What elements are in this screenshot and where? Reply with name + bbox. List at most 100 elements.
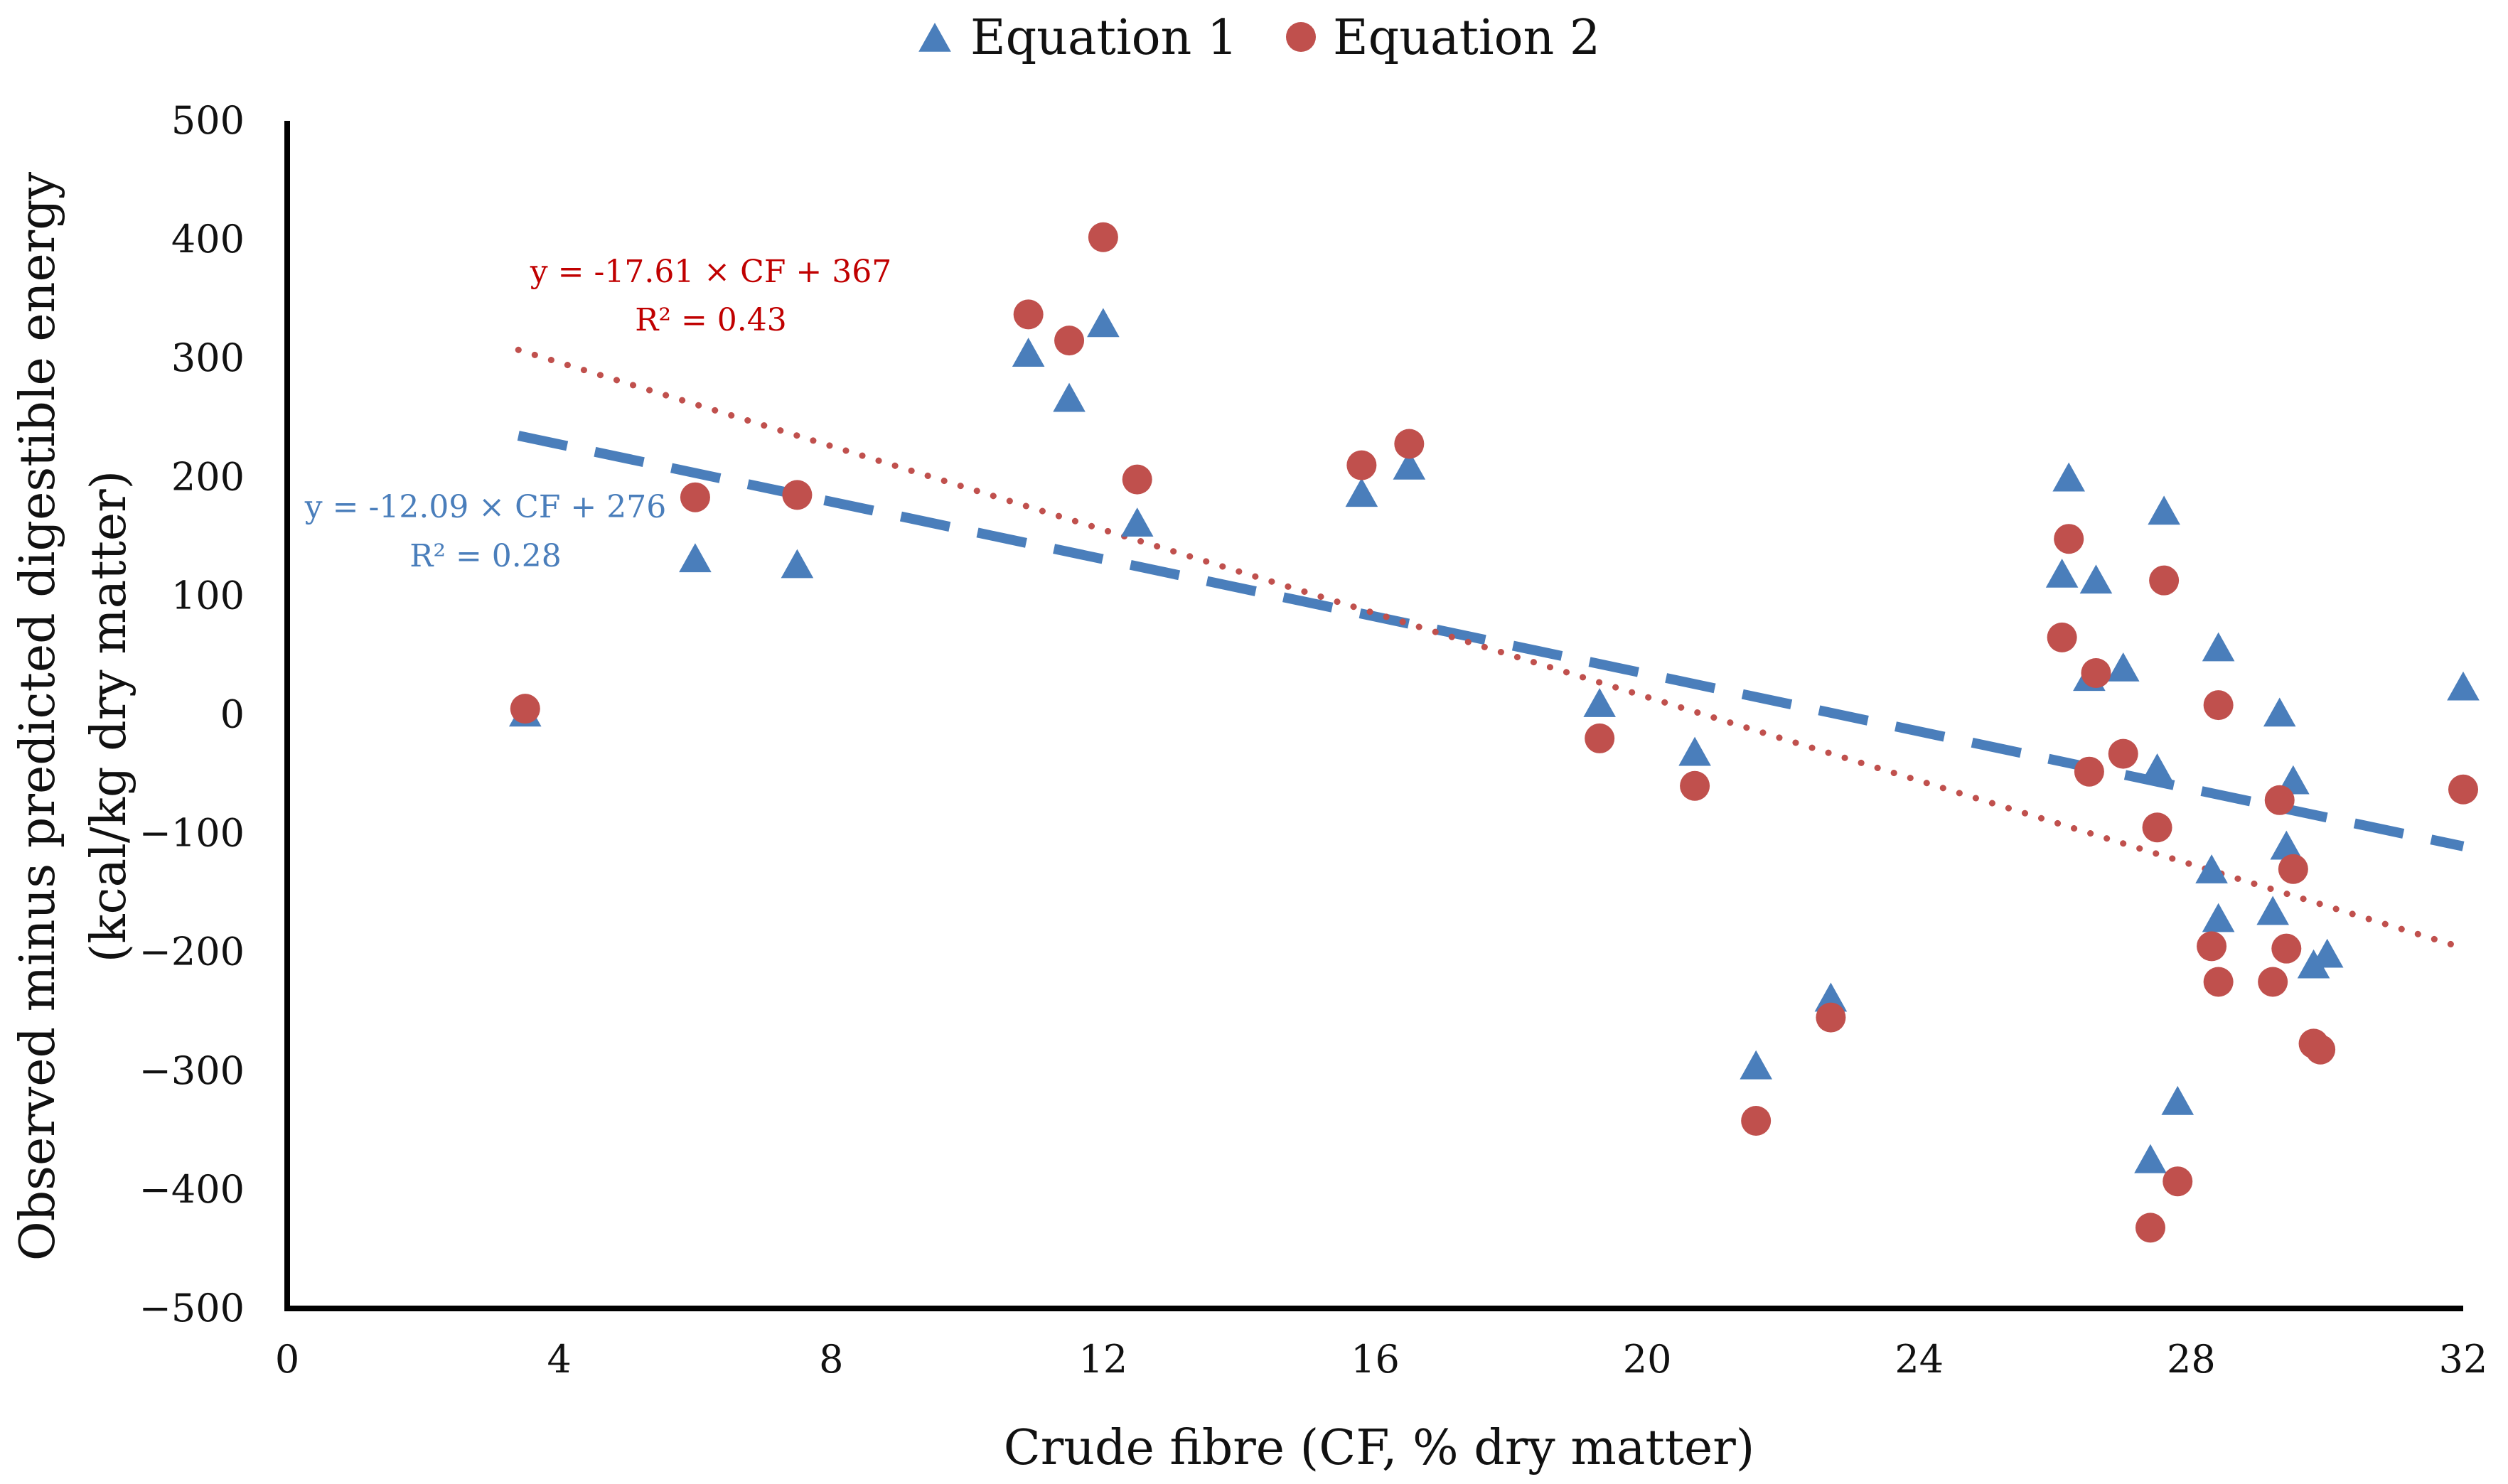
data-point-equation-1: [781, 549, 814, 579]
data-point-equation-2: [2135, 1213, 2165, 1243]
x-tick-label: 32: [2439, 1337, 2488, 1382]
data-point-equation-1: [1583, 688, 1616, 717]
data-point-equation-1: [1120, 507, 1154, 537]
data-point-equation-1: [2079, 564, 2113, 594]
trendline-equation-1-text: y = -12.09 × CF + 276: [304, 489, 666, 525]
data-point-equation-1: [1814, 982, 1848, 1012]
data-point-equation-1: [2140, 753, 2174, 783]
data-point-equation-2: [2047, 622, 2077, 652]
data-point-equation-1: [2045, 558, 2079, 588]
y-tick-label: 400: [171, 217, 245, 262]
trendline-equation-1: [517, 431, 2465, 851]
y-axis-title-line-1: Observed minus predicted digestible ener…: [10, 171, 66, 1261]
data-point-equation-1: [2256, 896, 2289, 925]
data-point-equation-2: [1585, 723, 1615, 753]
data-point-equation-1: [2447, 671, 2480, 701]
data-point-equation-2: [2197, 931, 2227, 962]
data-point-equation-1: [2270, 830, 2303, 860]
data-point-equation-2: [1346, 450, 1377, 480]
data-point-equation-2: [2081, 658, 2111, 689]
x-axis-title: Crude fibre (CF, % dry matter): [1004, 1420, 1755, 1476]
y-tick-label: 300: [171, 335, 245, 380]
data-point-equation-2: [1741, 1105, 1772, 1136]
x-tick-label: 4: [547, 1337, 571, 1382]
data-point-equation-2: [1013, 299, 1044, 330]
y-tick-label: 500: [171, 98, 245, 143]
data-point-equation-2: [2278, 854, 2308, 884]
data-point-equation-1: [2202, 632, 2235, 662]
x-tick-label: 8: [819, 1337, 843, 1382]
data-point-equation-1: [2263, 697, 2296, 727]
trendlines: [515, 346, 2467, 952]
data-point-equation-2: [1394, 429, 1425, 459]
trendline-equation-2: [515, 346, 2467, 952]
legend-label-equation-2: Equation 2: [1333, 10, 1600, 66]
data-point-equation-2: [2203, 967, 2234, 997]
data-point-equation-2: [2305, 1034, 2336, 1065]
trendline-annotation-equation-1: y = -12.09 × CF + 276 R² = 0.28: [304, 489, 666, 574]
y-tick-label: 200: [171, 454, 245, 499]
data-point-equation-2: [510, 694, 540, 724]
data-point-equation-1: [2310, 938, 2344, 968]
data-point-equation-2: [1122, 464, 1152, 495]
data-point-equation-2: [1680, 770, 1710, 801]
legend: Equation 1 Equation 2: [918, 10, 1600, 66]
x-tick-label: 12: [1079, 1337, 1128, 1382]
trendline-equation-2-r2: R² = 0.43: [635, 302, 787, 338]
y-tick-label: −100: [139, 811, 245, 856]
data-point-equation-2: [2163, 1166, 2193, 1197]
data-point-equation-2: [2264, 785, 2295, 815]
data-point-equation-2: [2448, 774, 2478, 805]
y-tick-label: −200: [139, 930, 245, 974]
data-point-equation-1: [2161, 1085, 2194, 1115]
x-tick-label: 24: [1895, 1337, 1944, 1382]
y-tick-label: 100: [171, 573, 245, 618]
data-point-equation-2: [680, 482, 710, 512]
data-point-equation-2: [2271, 933, 2302, 964]
data-point-equation-1: [1393, 450, 1426, 480]
data-point-equation-2: [2203, 690, 2234, 721]
legend-marker-equation-1: [918, 23, 951, 52]
data-point-equation-2: [2108, 738, 2138, 769]
data-point-equation-2: [2054, 524, 2084, 554]
data-point-equation-2: [1816, 1002, 1846, 1033]
data-point-equation-1: [2106, 652, 2140, 682]
data-point-equation-1: [1012, 338, 1045, 367]
x-tick-label: 0: [275, 1337, 299, 1382]
y-axis-title: Observed minus predicted digestible ener…: [10, 171, 137, 1261]
data-point-equation-2: [2142, 812, 2172, 843]
data-point-equation-2: [1054, 326, 1085, 356]
legend-label-equation-1: Equation 1: [970, 10, 1238, 66]
y-tick-label: 0: [220, 692, 245, 737]
x-tick-label: 20: [1623, 1337, 1672, 1382]
data-point-equation-2: [2258, 967, 2288, 997]
data-point-equation-2: [2149, 565, 2180, 596]
x-tick-label: 28: [2167, 1337, 2216, 1382]
legend-item-equation-1: Equation 1: [918, 10, 1238, 66]
trendline-equation-2-text: y = -17.61 × CF + 367: [530, 254, 891, 290]
legend-marker-equation-2: [1286, 22, 1316, 52]
y-tick-label: −500: [139, 1286, 245, 1330]
data-point-equation-2: [2074, 756, 2104, 787]
data-point-equation-1: [1053, 382, 1086, 412]
data-point-equation-1: [2052, 462, 2085, 492]
y-axis-title-line-2: (kcal/kg dry matter): [81, 471, 137, 962]
trendline-annotation-equation-2: y = -17.61 × CF + 367 R² = 0.43: [530, 254, 891, 338]
legend-item-equation-2: Equation 2: [1286, 10, 1600, 66]
data-point-equation-1: [1345, 478, 1378, 507]
data-point-equation-1: [1087, 308, 1120, 338]
x-tick-label: 16: [1351, 1337, 1400, 1382]
data-point-equation-1: [2195, 854, 2228, 883]
data-point-equation-1: [2148, 495, 2180, 525]
data-point-equation-1: [679, 543, 712, 573]
data-point-equation-1: [2134, 1144, 2167, 1173]
data-point-equation-1: [2202, 903, 2235, 932]
data-point-equation-2: [782, 480, 813, 510]
tick-labels: 500 400 300 200 100 0 −100 −200 −300 −400 −500 0 4 8 1…: [139, 98, 2488, 1382]
data-point-equation-2: [1088, 222, 1118, 252]
y-tick-label: −400: [139, 1167, 245, 1212]
y-tick-label: −300: [139, 1048, 245, 1093]
trendline-equation-1-r2: R² = 0.28: [409, 538, 562, 574]
data-point-equation-1: [1740, 1050, 1772, 1080]
